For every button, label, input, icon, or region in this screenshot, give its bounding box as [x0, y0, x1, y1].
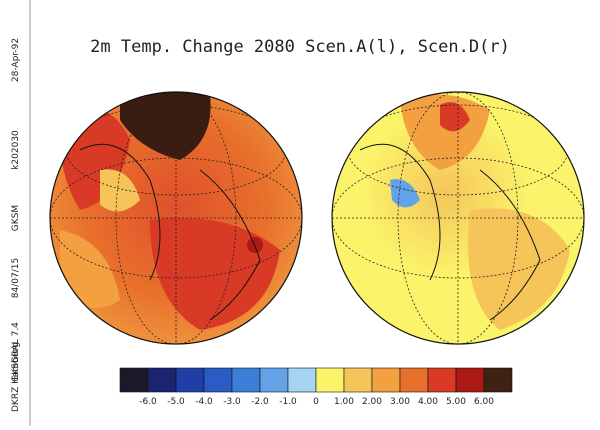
globe-left [50, 92, 302, 344]
colorbar-label: -4.0 [195, 397, 213, 407]
colorbar-swatch [287, 367, 317, 393]
colorbar-label: 2.00 [362, 397, 382, 407]
colorbar-label: 5.00 [446, 397, 466, 407]
colorbar-swatch [175, 367, 205, 393]
colorbar-swatch [203, 367, 233, 393]
colorbar-swatch [231, 367, 261, 393]
side-text: GKSGRAL 7.4 [11, 322, 21, 382]
colorbar-swatch [483, 367, 513, 393]
colorbar-label: 6.00 [474, 397, 494, 407]
colorbar-swatch [315, 367, 345, 393]
side-text: GKSM [11, 205, 21, 231]
colorbar-label: 1.00 [334, 397, 354, 407]
side-text: 84/07/15 [11, 258, 21, 298]
colorbar-swatch [399, 367, 429, 393]
side-text: DKRZ Hamburg [11, 342, 21, 412]
colorbar-swatch [371, 367, 401, 393]
colorbar-label: 4.00 [418, 397, 438, 407]
colorbar-label: -5.0 [167, 397, 185, 407]
globe-right [332, 92, 584, 344]
side-text: 28-Apr-92 [11, 38, 21, 82]
title: 2m Temp. Change 2080 Scen.A(l), Scen.D(r… [90, 37, 510, 57]
colorbar-swatch [427, 367, 457, 393]
colorbar-swatch [119, 367, 149, 393]
colorbar-swatch [343, 367, 373, 393]
colorbar-label: 3.00 [390, 397, 410, 407]
colorbar-label: -3.0 [223, 397, 241, 407]
colorbar-label: -2.0 [251, 397, 269, 407]
colorbar-swatch [259, 367, 289, 393]
colorbar-label: -1.0 [279, 397, 297, 407]
colorbar-label: -6.0 [139, 397, 157, 407]
colorbar-swatch [147, 367, 177, 393]
colorbar-label: 0 [313, 397, 319, 407]
colorbar: -6.0 -5.0 -4.0 -3.0 -2.0 -1.0 0 1.00 2.00 3.00 4.0… [119, 367, 513, 407]
colorbar-swatch [455, 367, 485, 393]
side-text: k202030 [11, 130, 21, 170]
